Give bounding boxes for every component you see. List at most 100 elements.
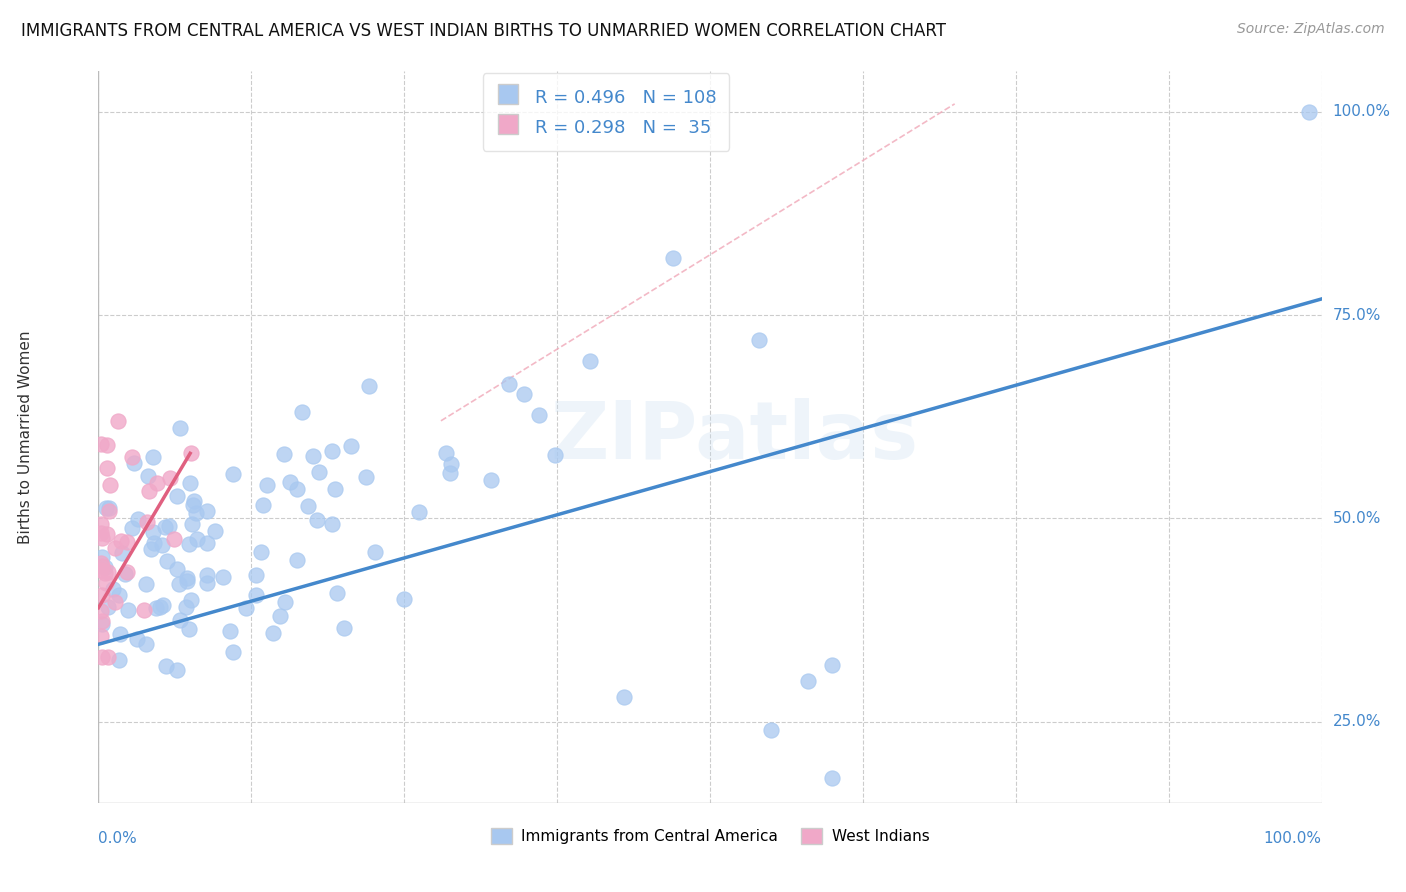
Point bbox=[145, 601, 167, 615]
Point bbox=[149, 599, 172, 614]
Point bbox=[107, 414, 129, 428]
Point bbox=[121, 521, 143, 535]
Point bbox=[323, 483, 346, 497]
Point bbox=[110, 533, 132, 548]
Point bbox=[157, 519, 180, 533]
Point bbox=[96, 527, 118, 541]
Text: IMMIGRANTS FROM CENTRAL AMERICA VS WEST INDIAN BIRTHS TO UNMARRIED WOMEN CORRELA: IMMIGRANTS FROM CENTRAL AMERICA VS WEST … bbox=[21, 22, 946, 40]
Point bbox=[1298, 105, 1320, 120]
Point bbox=[97, 565, 120, 579]
Point bbox=[181, 516, 204, 531]
Point bbox=[181, 498, 204, 512]
Text: 50.0%: 50.0% bbox=[1333, 511, 1381, 526]
Point bbox=[150, 538, 173, 552]
Point bbox=[297, 500, 319, 514]
Point bbox=[91, 649, 114, 664]
Point bbox=[278, 475, 301, 490]
Legend: Immigrants from Central America, West Indians: Immigrants from Central America, West In… bbox=[485, 822, 935, 850]
Point bbox=[579, 354, 602, 368]
Point bbox=[166, 663, 188, 677]
Point bbox=[354, 470, 377, 484]
Text: 75.0%: 75.0% bbox=[1333, 308, 1381, 323]
Point bbox=[135, 515, 157, 529]
Point bbox=[498, 376, 520, 391]
Point bbox=[117, 603, 139, 617]
Point bbox=[274, 595, 297, 609]
Point bbox=[326, 586, 349, 600]
Point bbox=[104, 595, 127, 609]
Point bbox=[212, 570, 235, 584]
Point bbox=[90, 629, 112, 643]
Point bbox=[142, 524, 165, 539]
Point bbox=[273, 447, 295, 461]
Point bbox=[333, 621, 356, 635]
Point bbox=[174, 599, 197, 614]
Point bbox=[117, 534, 139, 549]
Point bbox=[180, 592, 202, 607]
Text: Births to Unmarried Women: Births to Unmarried Women bbox=[17, 330, 32, 544]
Point bbox=[222, 644, 245, 658]
Point bbox=[90, 556, 112, 570]
Point bbox=[321, 516, 343, 531]
Point bbox=[111, 546, 134, 560]
Text: 100.0%: 100.0% bbox=[1264, 830, 1322, 846]
Point bbox=[195, 576, 218, 591]
Point bbox=[90, 588, 112, 602]
Point bbox=[122, 456, 145, 470]
Point bbox=[204, 524, 226, 538]
Point bbox=[108, 589, 131, 603]
Point bbox=[308, 465, 330, 479]
Point bbox=[139, 542, 162, 557]
Point bbox=[96, 500, 118, 515]
Point bbox=[96, 438, 118, 452]
Point bbox=[91, 614, 114, 628]
Point bbox=[723, 837, 745, 851]
Point bbox=[127, 512, 149, 526]
Point bbox=[262, 626, 284, 640]
Point bbox=[91, 531, 114, 545]
Point bbox=[90, 526, 112, 541]
Point bbox=[142, 450, 165, 465]
Point bbox=[527, 408, 550, 422]
Text: 100.0%: 100.0% bbox=[1333, 104, 1391, 120]
Point bbox=[97, 600, 120, 615]
Point bbox=[285, 553, 308, 567]
Text: 25.0%: 25.0% bbox=[1333, 714, 1381, 729]
Point bbox=[219, 624, 242, 638]
Point bbox=[821, 772, 844, 786]
Point bbox=[439, 466, 461, 480]
Text: 0.0%: 0.0% bbox=[98, 830, 138, 846]
Point bbox=[177, 537, 200, 551]
Point bbox=[166, 562, 188, 576]
Point bbox=[177, 622, 200, 636]
Point bbox=[104, 541, 127, 556]
Point bbox=[97, 649, 120, 664]
Point bbox=[101, 582, 124, 596]
Point bbox=[479, 473, 502, 487]
Point bbox=[662, 252, 685, 266]
Point bbox=[155, 520, 177, 534]
Point bbox=[97, 504, 120, 518]
Point bbox=[121, 450, 143, 464]
Point bbox=[249, 545, 271, 559]
Point bbox=[291, 405, 314, 419]
Point bbox=[269, 608, 291, 623]
Point bbox=[176, 571, 198, 585]
Point bbox=[108, 653, 131, 667]
Point bbox=[163, 532, 186, 546]
Point bbox=[252, 498, 274, 512]
Point bbox=[235, 600, 257, 615]
Point bbox=[96, 576, 118, 591]
Point bbox=[146, 475, 169, 490]
Point bbox=[90, 436, 112, 450]
Point bbox=[302, 449, 325, 463]
Point bbox=[152, 599, 174, 613]
Point bbox=[245, 588, 267, 602]
Point bbox=[169, 421, 191, 435]
Point bbox=[91, 617, 114, 632]
Point bbox=[98, 477, 121, 491]
Point bbox=[159, 471, 181, 485]
Point bbox=[797, 673, 820, 688]
Point bbox=[321, 443, 343, 458]
Point bbox=[527, 820, 550, 834]
